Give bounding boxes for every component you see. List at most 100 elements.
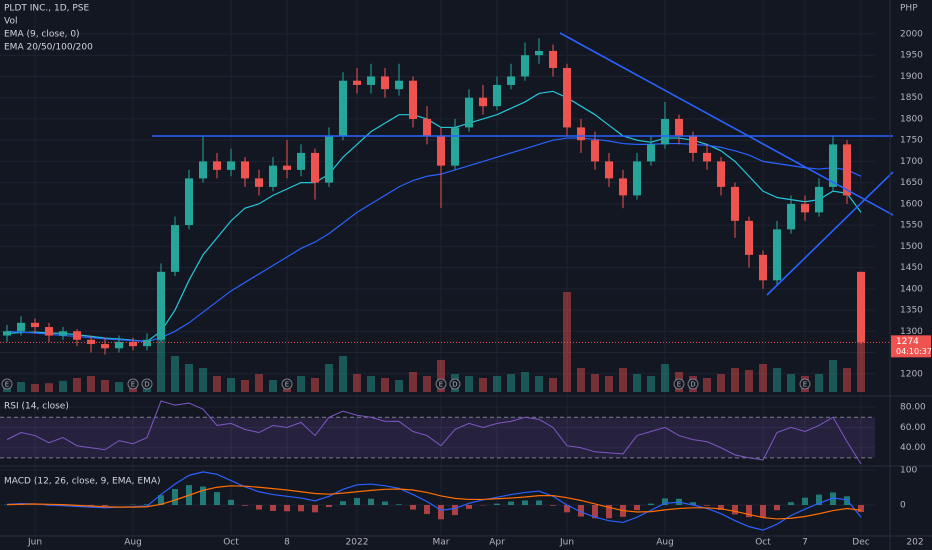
volume-bar <box>367 376 375 392</box>
symbol-title[interactable]: PLDT INC., 1D, PSE <box>4 4 90 14</box>
candle-body <box>745 220 753 255</box>
volume-bar <box>661 364 669 392</box>
candle-body <box>577 127 585 141</box>
ema-legend[interactable]: EMA (9, close, 0) <box>4 30 80 40</box>
candle-body <box>171 225 179 272</box>
macd-histogram-bar <box>396 504 402 506</box>
candle-body <box>437 135 445 166</box>
ema-group-legend[interactable]: EMA 20/50/100/200 <box>4 43 93 53</box>
event-label: D <box>690 381 695 389</box>
macd-line <box>6 471 862 531</box>
candle-body <box>339 80 347 136</box>
x-tick-label: Oct <box>223 538 239 548</box>
candle-body <box>227 161 235 170</box>
volume-bar <box>31 384 39 392</box>
y-tick-label: 1700 <box>900 157 923 167</box>
y-tick-label: 1650 <box>900 178 923 188</box>
macd-histogram-bar <box>704 505 710 506</box>
candle-body <box>703 152 711 162</box>
event-label: E <box>439 381 443 389</box>
x-tick-label: Dec <box>852 538 869 548</box>
rsi-line <box>6 400 862 465</box>
macd-histogram-bar <box>102 505 108 507</box>
macd-histogram-bar <box>508 501 514 506</box>
macd-histogram-bar <box>564 505 570 513</box>
macd-histogram-bar <box>312 505 318 513</box>
volume-bar <box>857 328 865 392</box>
macd-histogram-bar <box>242 505 248 506</box>
candle-body <box>731 186 739 221</box>
x-tick-label: Oct <box>755 538 771 548</box>
candle-body <box>857 271 865 343</box>
candle-body <box>409 80 417 119</box>
ascending-trendline[interactable] <box>766 171 894 296</box>
candle-body <box>549 50 557 68</box>
candle-body <box>255 178 263 187</box>
descending-trendline[interactable] <box>559 32 894 216</box>
macd-histogram-bar <box>424 505 430 515</box>
y-tick-label: 1950 <box>900 51 923 61</box>
volume-bar <box>115 382 123 392</box>
macd-legend[interactable]: MACD (12, 26, close, 9, EMA, EMA) <box>4 477 161 487</box>
candle-body <box>213 161 221 170</box>
volume-bar <box>311 378 319 392</box>
volume-bar <box>297 376 305 392</box>
y-tick-label: 60.00 <box>900 423 926 433</box>
y-tick-label: 1550 <box>900 221 923 231</box>
volume-bar <box>717 374 725 392</box>
event-marker <box>687 378 699 390</box>
macd-histogram-bar <box>200 486 206 506</box>
y-tick-label: 1850 <box>900 93 923 103</box>
candle-body <box>759 254 767 281</box>
macd-histogram-bar <box>816 494 822 506</box>
volume-bar <box>157 336 165 392</box>
x-tick-label: Jun <box>27 538 42 548</box>
volume-bar <box>339 356 347 392</box>
macd-histogram-bar <box>144 504 150 506</box>
volume-legend[interactable]: Vol <box>4 17 17 27</box>
last-price-label: 1274 <box>896 337 919 347</box>
macd-histogram-bar <box>284 505 290 512</box>
macd-line <box>6 485 862 520</box>
macd-histogram-bar <box>732 505 738 515</box>
macd-histogram-bar <box>382 501 388 506</box>
rsi-legend[interactable]: RSI (14, close) <box>4 402 69 412</box>
macd-histogram-bar <box>760 505 766 518</box>
candle-body <box>45 327 53 336</box>
macd-histogram-bar <box>746 505 752 518</box>
macd-histogram-bar <box>158 495 164 506</box>
macd-histogram-bar <box>214 492 220 506</box>
candle-body <box>199 161 207 179</box>
candle-body <box>801 203 809 213</box>
macd-histogram-bar <box>858 505 864 512</box>
volume-bar <box>213 376 221 392</box>
candle-body <box>115 341 123 349</box>
candle-body <box>367 76 375 85</box>
macd-histogram-bar <box>606 505 612 519</box>
event-label: D <box>452 381 457 389</box>
volume-bar <box>45 383 53 392</box>
y-tick-label: 1800 <box>900 114 923 124</box>
event-marker <box>281 378 293 390</box>
y-tick-label: 80.00 <box>900 403 926 413</box>
x-tick-label: Aug <box>656 538 674 548</box>
macd-histogram-bar <box>648 503 654 506</box>
volume-bar <box>773 368 781 392</box>
volume-bar <box>381 378 389 392</box>
volume-bar <box>241 380 249 392</box>
volume-bar <box>507 374 515 392</box>
volume-bar <box>325 364 333 392</box>
candle-body <box>3 331 11 336</box>
event-label: E <box>803 381 807 389</box>
candle-body <box>269 165 277 187</box>
candle-body <box>325 135 333 183</box>
y-tick-label: 0 <box>900 501 906 511</box>
candle-body <box>73 331 81 340</box>
volume-bar <box>437 360 445 392</box>
macd-histogram-bar <box>788 502 794 506</box>
macd-histogram-bar <box>662 498 668 506</box>
macd-histogram-bar <box>452 505 458 516</box>
candle-body <box>521 55 529 77</box>
volume-bar <box>171 356 179 392</box>
